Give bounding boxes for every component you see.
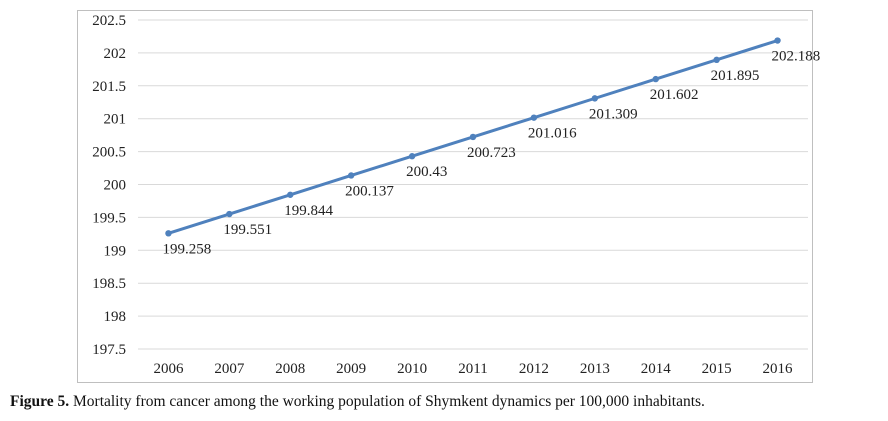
x-tick-label: 2014 (641, 361, 672, 377)
x-tick-label: 2016 (763, 361, 794, 377)
data-point (287, 191, 294, 198)
data-label: 201.602 (650, 87, 699, 103)
data-point (713, 56, 720, 64)
data-point (530, 114, 538, 121)
y-tick-label: 200 (104, 178, 127, 194)
data-label: 200.137 (345, 183, 394, 199)
data-label: 202.188 (772, 49, 821, 65)
data-point (774, 37, 781, 44)
figure-caption-text: Mortality from cancer among the working … (69, 393, 705, 410)
y-tick-label: 202.5 (92, 13, 126, 29)
data-label: 201.895 (711, 68, 760, 84)
data-point (347, 172, 355, 179)
y-tick-label: 198 (104, 309, 127, 325)
data-point (591, 95, 599, 102)
x-tick-label: 2011 (458, 361, 487, 377)
x-tick-label: 2013 (580, 361, 610, 377)
data-label: 199.551 (223, 222, 272, 238)
y-tick-label: 202 (104, 46, 127, 62)
data-label: 201.309 (589, 106, 638, 122)
data-point (469, 133, 477, 141)
y-tick-label: 199.5 (92, 210, 126, 226)
data-label: 199.844 (284, 203, 333, 219)
data-label: 199.258 (162, 241, 211, 257)
y-tick-label: 201 (104, 112, 127, 128)
data-point (408, 153, 416, 160)
y-tick-label: 201.5 (92, 79, 126, 95)
data-label: 200.43 (406, 164, 447, 180)
x-tick-label: 2012 (519, 361, 549, 377)
x-tick-label: 2006 (153, 361, 184, 377)
figure-caption-label: Figure 5. (10, 393, 70, 410)
y-tick-label: 200.5 (92, 145, 126, 161)
figure-caption: Figure 5. Mortality from cancer among th… (10, 393, 880, 411)
data-point (226, 210, 233, 218)
x-tick-label: 2007 (214, 361, 245, 377)
y-tick-label: 198.5 (92, 276, 126, 292)
x-tick-label: 2008 (275, 361, 305, 377)
x-tick-label: 2009 (336, 361, 366, 377)
x-tick-label: 2015 (702, 361, 732, 377)
data-point (165, 230, 172, 237)
x-tick-label: 2010 (397, 361, 427, 377)
data-label: 201.016 (528, 126, 577, 142)
y-tick-label: 197.5 (92, 342, 126, 358)
chart-area (77, 10, 813, 383)
data-label: 200.723 (467, 145, 516, 161)
data-point (652, 75, 659, 83)
y-tick-label: 199 (104, 243, 127, 259)
